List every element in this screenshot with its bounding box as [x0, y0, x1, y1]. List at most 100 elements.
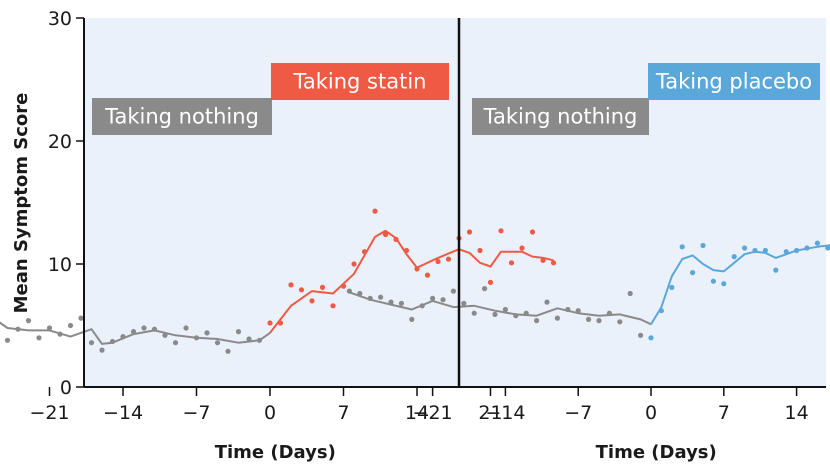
data-point-panel1-nothing: [193, 335, 200, 341]
data-point-panel1-nothing: [25, 318, 32, 324]
data-point-panel1-statin: [435, 258, 441, 265]
data-point-panel2-nothing: [419, 303, 425, 309]
data-point-panel1-statin: [277, 320, 284, 326]
x-tick-label: 14: [785, 402, 809, 424]
x-tick-label: 0: [645, 402, 657, 424]
x-tick-label: −7: [182, 402, 210, 424]
data-point-panel2-placebo: [731, 254, 737, 260]
data-point-panel1-statin: [414, 266, 420, 272]
data-point-panel1-statin: [550, 260, 557, 266]
data-point-panel2-nothing: [492, 311, 498, 317]
data-point-panel2-placebo: [814, 240, 821, 246]
data-point-panel1-statin: [298, 287, 305, 293]
data-point-panel1-nothing: [130, 329, 137, 335]
data-point-panel1-nothing: [162, 332, 168, 338]
data-point-panel2-placebo: [669, 284, 675, 290]
data-point-panel1-statin: [466, 229, 473, 235]
data-point-panel2-nothing: [606, 310, 613, 316]
data-point-panel2-nothing: [596, 318, 602, 324]
data-point-panel2-placebo: [700, 242, 706, 249]
data-point-panel2-nothing: [346, 288, 352, 294]
data-point-panel1-statin: [330, 303, 336, 309]
x-tick-label: 7: [718, 402, 730, 424]
data-point-panel1-statin: [319, 284, 326, 290]
data-point-panel1-nothing: [99, 347, 105, 353]
phase-label-box: [472, 98, 649, 135]
data-point-panel2-placebo: [794, 247, 800, 254]
data-point-panel1-statin: [361, 249, 368, 255]
y-axis-title: Mean Symptom Score: [11, 93, 32, 314]
data-point-panel1-nothing: [78, 315, 84, 321]
y-tick-label: 10: [48, 254, 72, 276]
data-point-panel1-statin: [351, 261, 357, 267]
data-point-panel1-statin: [487, 279, 494, 285]
data-point-panel2-placebo: [804, 245, 810, 251]
data-point-panel1-statin: [309, 298, 315, 304]
data-point-panel2-nothing: [388, 299, 394, 305]
data-point-panel1-statin: [424, 272, 431, 278]
data-point-panel1-nothing: [172, 340, 179, 346]
phase-label-text: Taking placebo: [655, 70, 812, 94]
data-point-panel2-nothing: [502, 306, 508, 313]
data-point-panel1-nothing: [4, 337, 11, 343]
trend-line-panel1-statin: [269, 229, 554, 334]
x-tick-label: −7: [564, 402, 592, 424]
data-point-panel2-nothing: [565, 306, 571, 313]
data-point-panel2-nothing: [586, 316, 592, 322]
phase-label-text: Taking nothing: [104, 105, 259, 129]
data-point-panel2-placebo: [752, 247, 758, 254]
data-point-panel2-placebo: [783, 249, 789, 255]
data-point-panel1-nothing: [109, 338, 116, 345]
data-point-panel1-nothing: [256, 337, 263, 343]
data-point-panel1-nothing: [141, 325, 147, 331]
data-point-panel1-statin: [340, 283, 347, 289]
x-tick-label: 7: [337, 402, 349, 424]
data-point-panel1-nothing: [120, 334, 126, 340]
data-point-panel2-nothing: [409, 316, 415, 322]
x-axis-title: Time (Days): [596, 442, 717, 463]
data-point-panel2-placebo: [658, 308, 665, 314]
data-point-panel1-statin: [498, 228, 504, 234]
data-point-panel1-statin: [288, 282, 294, 288]
data-point-panel2-nothing: [638, 332, 644, 338]
data-point-panel1-statin: [382, 231, 389, 238]
data-point-panel2-nothing: [461, 300, 467, 306]
data-point-panel2-nothing: [482, 286, 488, 292]
data-point-panel2-placebo: [690, 270, 696, 276]
x-tick-label: −14: [103, 402, 143, 424]
data-point-panel2-nothing: [357, 290, 363, 297]
x-tick-label: −21: [413, 402, 453, 424]
data-point-panel2-nothing: [471, 310, 477, 316]
data-point-panel2-placebo: [773, 267, 779, 273]
data-point-panel2-placebo: [762, 247, 769, 254]
data-point-panel2-nothing: [523, 310, 529, 316]
data-point-panel1-nothing: [151, 326, 158, 332]
data-point-panel2-nothing: [430, 295, 436, 301]
x-tick-label: 14: [405, 402, 429, 424]
data-point-panel1-nothing: [67, 322, 74, 329]
data-point-panel1-statin: [477, 247, 483, 254]
data-point-panel2-placebo: [825, 245, 830, 251]
x-tick-label: 0: [264, 402, 276, 424]
data-point-panel1-nothing: [15, 326, 21, 332]
data-point-panel2-nothing: [440, 297, 446, 303]
data-point-panel1-statin: [372, 208, 378, 214]
data-point-panel1-statin: [403, 247, 410, 254]
data-point-panel1-nothing: [246, 336, 252, 342]
data-point-panel1-statin: [519, 245, 525, 251]
trend-line-panel2-placebo: [650, 244, 830, 325]
y-tick-label: 20: [48, 131, 72, 153]
data-point-panel1-nothing: [57, 331, 63, 337]
phase-label-text: Taking statin: [293, 70, 427, 94]
x-tick-label: −21: [29, 402, 69, 424]
data-point-panel2-nothing: [450, 288, 456, 294]
data-point-panel1-statin: [529, 229, 536, 235]
data-point-panel1-nothing: [183, 325, 189, 331]
data-point-panel1-statin: [393, 236, 399, 242]
data-point-panel2-placebo: [721, 281, 727, 287]
data-point-panel1-nothing: [36, 335, 42, 341]
data-point-panel2-nothing: [367, 295, 373, 301]
data-point-panel2-placebo: [710, 278, 717, 284]
data-point-panel2-placebo: [742, 245, 748, 251]
data-point-panel1-nothing: [235, 329, 242, 335]
